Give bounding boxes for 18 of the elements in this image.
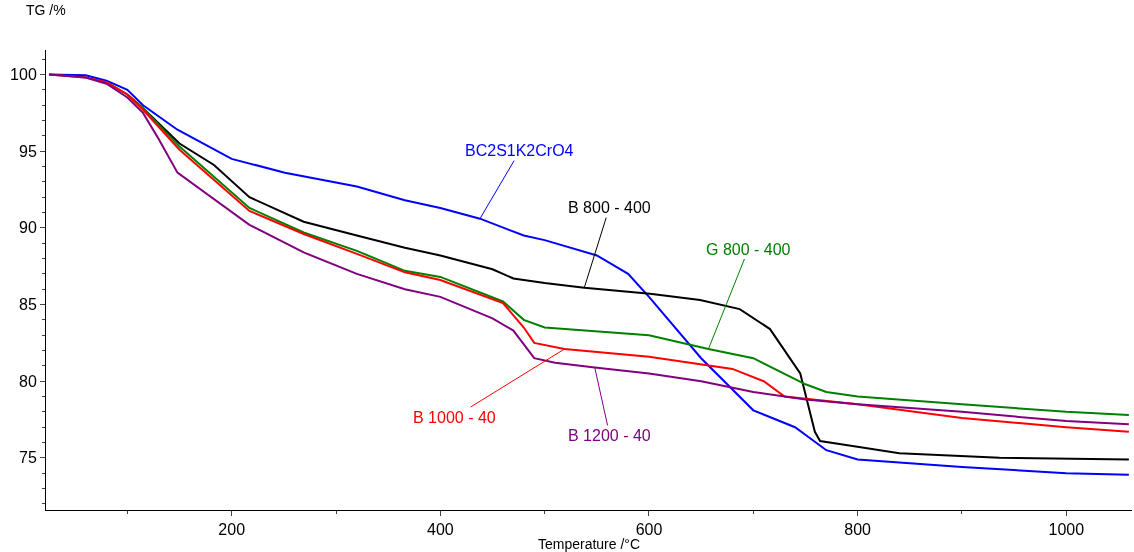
x-tick-label: 400: [426, 521, 454, 539]
y-tick-label: 80: [19, 372, 37, 390]
y-tick-label: 95: [19, 142, 37, 160]
annotation: B 1000 - 40: [413, 409, 496, 426]
y-tick-label: 100: [10, 66, 37, 84]
y-tick-label: 90: [19, 219, 37, 237]
x-tick-label: 200: [218, 521, 246, 539]
annotation: B 1200 - 40: [568, 427, 651, 444]
x-axis-title: Temperature /°C: [537, 536, 641, 552]
y-axis-title: TG /%: [26, 2, 66, 18]
x-tick-label: 800: [844, 521, 872, 539]
annotation: B 800 - 400: [568, 199, 651, 216]
annotation: BC2S1K2CrO4: [465, 142, 574, 159]
x-tick-label: 600: [635, 521, 663, 539]
y-tick-label: 85: [19, 296, 37, 314]
annotation: G 800 - 400: [706, 241, 791, 258]
y-tick-label: 75: [19, 449, 37, 467]
x-tick-label: 1000: [1048, 521, 1085, 539]
